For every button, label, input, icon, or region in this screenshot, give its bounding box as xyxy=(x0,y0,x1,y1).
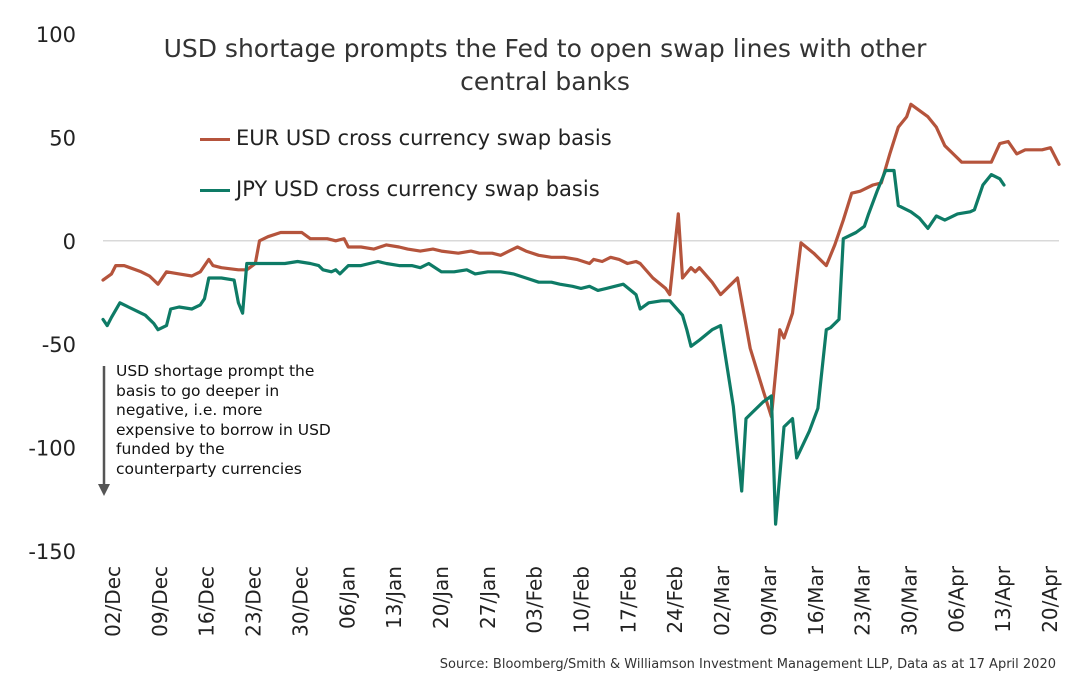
x-tick-label: 30/Dec xyxy=(288,566,312,637)
x-tick-label: 23/Dec xyxy=(242,566,266,637)
x-tick-label: 27/Jan xyxy=(476,566,500,629)
legend-label-jpy: JPY USD cross currency swap basis xyxy=(236,177,600,201)
x-tick-label: 20/Jan xyxy=(429,566,453,629)
x-tick-label: 24/Feb xyxy=(663,566,687,634)
x-tick-label: 13/Jan xyxy=(382,566,406,629)
y-tick-label: -100 xyxy=(28,437,76,461)
x-tick-label: 02/Mar xyxy=(710,565,734,636)
series-line-jpy xyxy=(101,168,1006,526)
annotation-line: counterparty currencies xyxy=(116,459,302,478)
annotation-line: negative, i.e. more xyxy=(116,401,263,419)
x-tick-label: 03/Feb xyxy=(523,566,547,634)
x-tick-label: 09/Dec xyxy=(148,566,172,637)
legend-swatch-eur xyxy=(200,137,230,141)
y-tick-label: 50 xyxy=(49,126,76,150)
x-tick-label: 23/Mar xyxy=(851,565,875,636)
x-tick-label: 16/Mar xyxy=(804,565,828,636)
annotation-arrow xyxy=(98,366,110,496)
x-tick-label: 20/Apr xyxy=(1038,565,1062,633)
y-tick-label: -50 xyxy=(42,333,76,357)
x-axis: 02/Dec 09/Dec 16/Dec 23/Dec 30/Dec 06/Jan 13/J… xyxy=(101,565,1062,637)
x-tick-label: 16/Dec xyxy=(195,566,219,637)
annotation-line: funded by the xyxy=(116,440,225,458)
series-group xyxy=(101,102,1061,526)
x-tick-label: 17/Feb xyxy=(616,566,640,634)
y-tick-label: 0 xyxy=(63,230,76,254)
x-tick-label: 06/Jan xyxy=(335,566,359,629)
x-tick-label: 02/Dec xyxy=(101,566,125,637)
x-tick-label: 06/Apr xyxy=(944,565,968,633)
x-tick-label: 10/Feb xyxy=(570,566,594,634)
series-line-eur xyxy=(101,102,1061,419)
legend-item-jpy: JPY USD cross currency swap basis xyxy=(200,177,600,201)
x-tick-label: 13/Apr xyxy=(991,565,1015,633)
legend-item-eur: EUR USD cross currency swap basis xyxy=(200,126,612,150)
annotation-line: expensive to borrow in USD xyxy=(116,420,331,439)
annotation-line: basis to go deeper in xyxy=(116,381,280,400)
legend-swatch-jpy xyxy=(200,188,230,192)
y-tick-label: 100 xyxy=(36,23,76,47)
y-axis: 100 50 0 -50 -100 -150 xyxy=(28,23,76,564)
x-tick-label: 30/Mar xyxy=(897,565,921,636)
source-note: Source: Bloomberg/Smith & Williamson Inv… xyxy=(439,657,1056,672)
annotation-text: USD shortage prompt the basis to go deep… xyxy=(116,362,356,479)
legend-label-eur: EUR USD cross currency swap basis xyxy=(236,126,612,150)
annotation-line: USD shortage prompt the xyxy=(116,362,315,380)
annotation-arrow-head xyxy=(98,484,110,496)
x-tick-label: 09/Mar xyxy=(757,565,781,636)
y-tick-label: -150 xyxy=(28,540,76,564)
chart-title: USD shortage prompts the Fed to open swa… xyxy=(163,34,927,96)
